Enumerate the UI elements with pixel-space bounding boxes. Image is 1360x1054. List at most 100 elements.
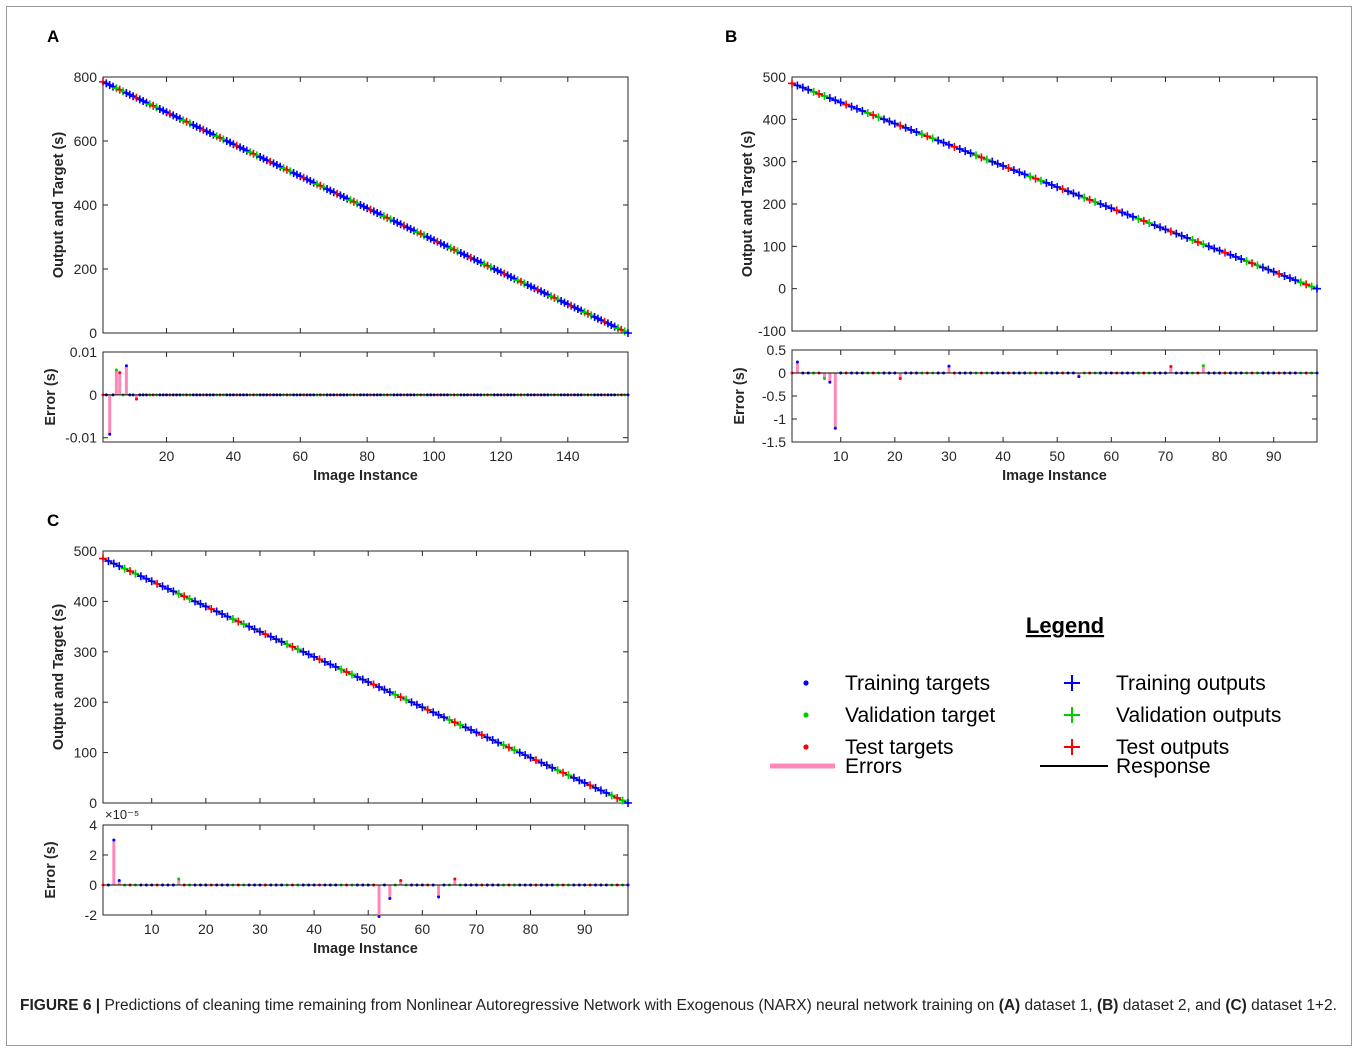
target-point	[952, 145, 956, 149]
target-point	[204, 605, 208, 608]
target-point	[117, 564, 121, 568]
target-point	[1223, 251, 1227, 255]
legend-label: Training outputs	[1116, 672, 1266, 695]
target-point	[165, 110, 168, 114]
target-point	[268, 160, 272, 164]
target-point	[1115, 208, 1119, 212]
target-point	[855, 107, 859, 111]
target-point	[1023, 172, 1027, 176]
target-point	[101, 557, 105, 560]
target-point	[235, 144, 239, 148]
target-point	[496, 741, 500, 744]
target-point	[476, 259, 479, 263]
error-point	[947, 364, 951, 368]
target-point	[334, 665, 338, 669]
target-point	[382, 214, 386, 218]
target-point	[549, 294, 553, 298]
target-point	[469, 728, 473, 732]
x-tick-label: 70	[469, 921, 485, 937]
target-point	[252, 152, 255, 156]
target-point	[369, 208, 372, 212]
target-point	[211, 133, 215, 137]
target-point	[191, 123, 195, 127]
target-point	[435, 240, 439, 244]
y-tick-label: -2	[85, 907, 98, 923]
target-point	[111, 85, 115, 88]
target-point	[255, 154, 259, 157]
target-point	[572, 776, 576, 780]
target-point	[141, 99, 145, 103]
target-point	[958, 147, 962, 151]
target-point	[589, 314, 593, 317]
target-point	[1293, 278, 1297, 282]
target-point	[335, 192, 339, 196]
target-point	[449, 246, 453, 250]
y-tick-label: 400	[763, 111, 787, 127]
caption-segment: dataset 2, and	[1118, 997, 1226, 1014]
target-point	[395, 221, 399, 225]
target-point	[459, 251, 463, 255]
target-point	[161, 109, 165, 112]
y-tick-label: 200	[763, 196, 787, 212]
target-point	[108, 83, 112, 87]
error-point	[833, 426, 837, 430]
target-point	[1072, 192, 1075, 195]
error-point	[114, 368, 118, 372]
target-point	[604, 791, 608, 795]
target-point	[350, 673, 354, 676]
y-axis-label: Error (s)	[43, 368, 59, 425]
error-point	[795, 360, 799, 364]
target-point	[1169, 230, 1173, 233]
error-point	[437, 895, 441, 899]
target-point	[201, 128, 205, 132]
target-point	[415, 703, 419, 707]
response-axes	[791, 76, 1318, 332]
target-point	[332, 190, 336, 194]
legend-label: Test targets	[845, 736, 954, 759]
target-point	[596, 317, 600, 320]
x-tick-label: 20	[887, 448, 903, 464]
target-point	[619, 328, 623, 332]
target-point	[990, 160, 994, 164]
target-point	[464, 726, 468, 729]
target-point	[931, 136, 935, 140]
target-point	[209, 607, 213, 611]
target-point	[1082, 196, 1086, 200]
target-point	[559, 299, 563, 303]
y-tick-label: 0.01	[70, 344, 97, 360]
target-point	[522, 282, 526, 285]
error-point	[134, 397, 138, 401]
target-point	[242, 147, 245, 151]
target-point	[1310, 285, 1313, 288]
x-tick-label: 40	[226, 448, 242, 464]
target-point	[361, 678, 365, 681]
target-point	[275, 163, 279, 167]
target-point	[462, 253, 466, 256]
target-point	[610, 794, 614, 797]
target-point	[182, 594, 186, 598]
target-point	[258, 155, 262, 159]
target-point	[220, 612, 224, 616]
target-point	[888, 120, 891, 123]
y-tick-label: 2	[89, 847, 97, 863]
x-tick-label: 10	[144, 921, 160, 937]
error-point	[124, 364, 128, 368]
target-point	[231, 617, 235, 621]
target-point	[518, 751, 522, 754]
target-point	[269, 635, 273, 639]
target-point	[118, 88, 122, 92]
target-point	[489, 266, 493, 269]
y-tick-label: -1	[774, 411, 787, 427]
target-point	[131, 94, 135, 98]
target-point	[1299, 280, 1303, 284]
target-point	[623, 330, 627, 333]
target-point	[274, 637, 278, 641]
target-point	[1283, 274, 1286, 278]
target-point	[1142, 219, 1146, 223]
target-point	[1256, 263, 1259, 267]
target-point	[1007, 166, 1010, 170]
x-axis-label: Image Instance	[313, 941, 418, 957]
error-point	[118, 371, 122, 375]
